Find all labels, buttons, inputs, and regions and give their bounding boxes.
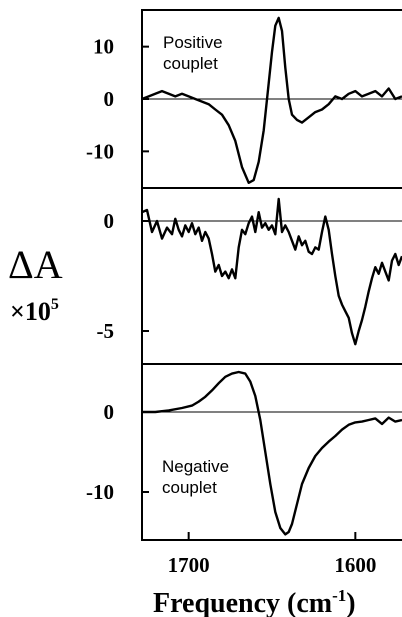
x-axis-label: Frequency (cm-1): [153, 586, 356, 617]
panel-1-annotation: couplet: [163, 54, 218, 73]
y-tick-label: -10: [86, 480, 114, 504]
y-axis-label-multiplier: ×105: [10, 296, 59, 326]
panel-2: 0 -5: [97, 187, 402, 365]
y-tick-label: 10: [93, 35, 114, 59]
panel-3: 0 -10 1700 1600 Negative couplet: [86, 363, 402, 577]
y-tick-label: 0: [104, 209, 115, 233]
panel-1-annotation: Positive: [163, 33, 223, 52]
panel-2-spectrum-line: [141, 197, 402, 346]
y-tick-label: 0: [104, 87, 115, 111]
panel-1: 10 0 -10 Positive couplet: [86, 9, 402, 189]
x-tick-label: 1600: [334, 553, 376, 577]
y-tick-label: 0: [104, 400, 115, 424]
y-axis-label-multiplier-base: ×10: [10, 297, 51, 326]
panel-3-annotation: Negative: [162, 457, 229, 476]
x-axis-label-text: Frequency (cm: [153, 588, 332, 617]
panel-1-spectrum-line: [141, 16, 402, 184]
x-axis-label-exponent: -1: [332, 586, 346, 605]
panel-3-spectrum-line: [142, 370, 402, 536]
y-axis-label-multiplier-exponent: 5: [51, 296, 59, 313]
y-tick-label: -10: [86, 139, 114, 163]
x-tick-label: 1700: [168, 553, 210, 577]
panel-3-annotation: couplet: [162, 478, 217, 497]
panels: 10 0 -10 Positive couplet 0 -5 0 -10 1700 1600 Nega…: [86, 9, 402, 577]
panel-2-frame: [141, 187, 402, 365]
y-tick-label: -5: [97, 319, 115, 343]
panel-3-frame: [141, 363, 402, 541]
y-axis-label-main: ΔA: [8, 242, 63, 287]
x-axis-label-close: ): [346, 588, 355, 617]
